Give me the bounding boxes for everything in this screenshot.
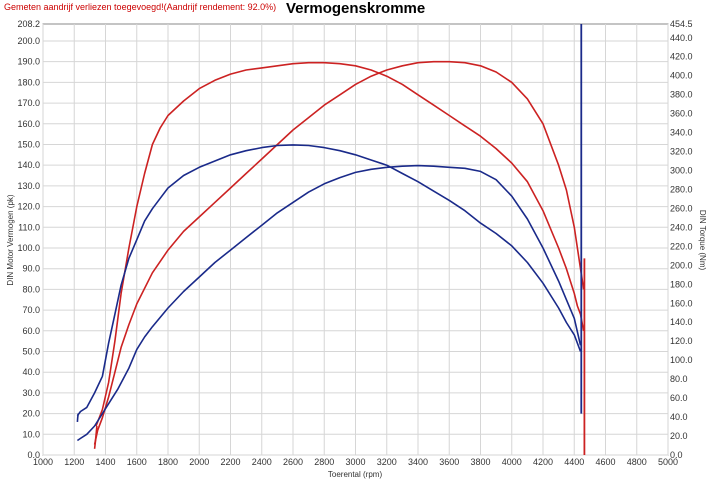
x-tick-label: 1600 bbox=[127, 457, 147, 467]
x-tick-label: 4200 bbox=[533, 457, 553, 467]
series-line-2 bbox=[95, 61, 585, 427]
y-left-tick-label: 130.0 bbox=[17, 181, 40, 191]
x-tick-label: 4000 bbox=[502, 457, 522, 467]
y-right-tick-label: 60.0 bbox=[670, 393, 688, 403]
y-right-tick-label: 300.0 bbox=[670, 166, 693, 176]
y-right-tick-label: 420.0 bbox=[670, 52, 693, 62]
x-tick-label: 4400 bbox=[564, 457, 584, 467]
y-left-tick-label: 170.0 bbox=[17, 98, 40, 108]
y-right-tick-label: 100.0 bbox=[670, 355, 693, 365]
y-left-tick-label: 40.0 bbox=[22, 367, 40, 377]
chart-title: Vermogenskromme bbox=[286, 0, 426, 17]
y-axis-label-right: DIN Torque (Nm) bbox=[698, 210, 707, 271]
x-tick-label: 2200 bbox=[220, 457, 240, 467]
x-tick-label: 1800 bbox=[158, 457, 178, 467]
y-left-tick-label: 0.0 bbox=[27, 450, 40, 460]
x-tick-label: 3000 bbox=[345, 457, 365, 467]
y-right-tick-label: 120.0 bbox=[670, 336, 693, 346]
y-left-tick-label: 60.0 bbox=[22, 326, 40, 336]
x-tick-label: 1000 bbox=[33, 457, 53, 467]
x-tick-label: 3600 bbox=[439, 457, 459, 467]
x-tick-label: 5000 bbox=[658, 457, 678, 467]
x-tick-label: 3800 bbox=[470, 457, 490, 467]
series-line-3 bbox=[93, 425, 98, 449]
series-line-5 bbox=[76, 144, 582, 417]
y-left-tick-label: 10.0 bbox=[22, 429, 40, 439]
y-left-tick-label: 80.0 bbox=[22, 284, 40, 294]
x-tick-label: 2800 bbox=[314, 457, 334, 467]
y-right-tick-label: 260.0 bbox=[670, 203, 693, 213]
y-right-tick-label: 80.0 bbox=[670, 374, 688, 384]
y-left-tick-label: 30.0 bbox=[22, 388, 40, 398]
y-left-tick-label: 190.0 bbox=[17, 57, 40, 67]
y-left-tick-label: 50.0 bbox=[22, 346, 40, 356]
tick-labels: 1000 1200 1400 1600 1800 2000 2200 2400 2600 2800… bbox=[17, 19, 692, 467]
y-right-tick-label: 400.0 bbox=[670, 71, 693, 81]
y-left-tick-label: 160.0 bbox=[17, 119, 40, 129]
y-right-tick-label: 240.0 bbox=[670, 222, 693, 232]
y-left-tick-label: 200.0 bbox=[17, 36, 40, 46]
y-right-tick-label: 340.0 bbox=[670, 128, 693, 138]
y-right-tick-label: 280.0 bbox=[670, 184, 693, 194]
y-left-tick-label: 90.0 bbox=[22, 264, 40, 274]
x-tick-label: 4600 bbox=[595, 457, 615, 467]
x-tick-label: 1400 bbox=[95, 457, 115, 467]
y-right-tick-label: 180.0 bbox=[670, 279, 693, 289]
y-right-tick-label: 360.0 bbox=[670, 109, 693, 119]
y-right-tick-label: 440.0 bbox=[670, 33, 693, 43]
y-axis-label-left: DIN Motor Vermogen (pk) bbox=[6, 194, 15, 285]
vertical-markers bbox=[580, 24, 586, 455]
y-left-tick-label: 120.0 bbox=[17, 202, 40, 212]
series-line-4 bbox=[76, 164, 582, 442]
y-right-tick-label: 160.0 bbox=[670, 298, 693, 308]
grid bbox=[42, 23, 669, 456]
y-left-tick-label: 20.0 bbox=[22, 409, 40, 419]
y-right-tick-label: 0.0 bbox=[670, 450, 683, 460]
x-tick-label: 3400 bbox=[408, 457, 428, 467]
chart-note: Gemeten aandrijf verliezen toegevoegd!(A… bbox=[4, 2, 277, 12]
y-right-tick-label: 40.0 bbox=[670, 412, 688, 422]
y-left-tick-label: 70.0 bbox=[22, 305, 40, 315]
x-tick-label: 4800 bbox=[627, 457, 647, 467]
y-right-tick-label: 380.0 bbox=[670, 90, 693, 100]
y-left-tick-label: 110.0 bbox=[18, 222, 40, 232]
y-left-tick-label: 100.0 bbox=[17, 243, 40, 253]
x-tick-label: 3200 bbox=[377, 457, 397, 467]
x-tick-label: 2400 bbox=[252, 457, 272, 467]
x-axis-label: Toerental (rpm) bbox=[328, 470, 383, 479]
y-right-tick-label: 320.0 bbox=[670, 147, 693, 157]
x-tick-label: 2600 bbox=[283, 457, 303, 467]
series-line-1 bbox=[93, 60, 585, 445]
y-left-tick-label: 180.0 bbox=[17, 77, 40, 87]
y-right-tick-label: 220.0 bbox=[670, 241, 693, 251]
x-tick-label: 1200 bbox=[64, 457, 84, 467]
y-left-tick-label: 140.0 bbox=[17, 160, 40, 170]
y-right-tick-label: 454.5 bbox=[670, 19, 693, 29]
x-tick-label: 2000 bbox=[189, 457, 209, 467]
y-right-tick-label: 140.0 bbox=[670, 317, 693, 327]
y-right-tick-label: 20.0 bbox=[670, 431, 688, 441]
y-left-tick-label: 150.0 bbox=[17, 139, 40, 149]
y-right-tick-label: 200.0 bbox=[670, 260, 693, 270]
series-lines bbox=[76, 60, 585, 449]
series-line-6 bbox=[76, 413, 79, 422]
y-left-tick-label: 208.2 bbox=[17, 19, 40, 29]
